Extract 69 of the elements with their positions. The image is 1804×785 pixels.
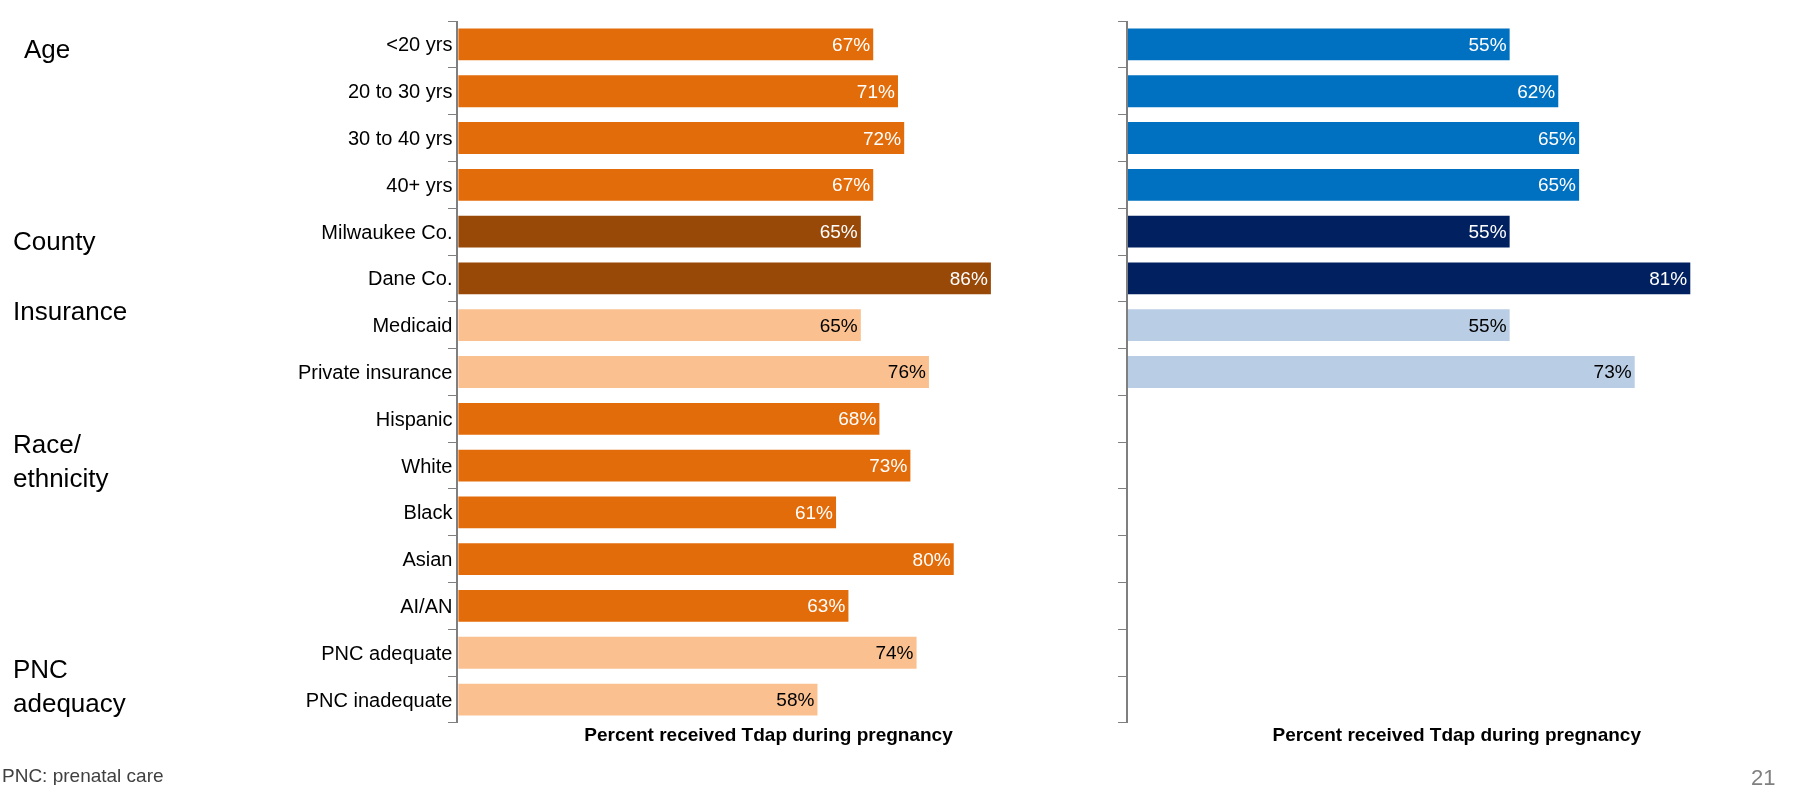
y-tick-label: Private insurance — [297, 360, 453, 383]
text: Race/ ethnicity — [13, 429, 109, 493]
y-tick-label: Milwaukee Co. — [321, 220, 453, 243]
y-tick-label: <20 yrs — [386, 33, 453, 56]
bar — [458, 28, 874, 61]
bar — [458, 122, 905, 154]
bar — [1127, 28, 1510, 61]
data-label: 80% — [912, 548, 951, 570]
bar — [458, 262, 991, 295]
data-label: 68% — [838, 408, 877, 430]
data-label: 55% — [1468, 33, 1507, 55]
bar — [458, 168, 874, 201]
data-label: 74% — [875, 642, 914, 664]
data-label: 81% — [1649, 267, 1688, 289]
y-tick-label: PNC inadequate — [305, 688, 453, 711]
data-label: 58% — [776, 689, 815, 711]
text: County — [13, 226, 96, 256]
data-label: 73% — [1593, 361, 1632, 383]
y-tick-label: 40+ yrs — [386, 173, 453, 196]
bar — [458, 543, 954, 576]
bar — [1127, 215, 1510, 248]
data-label: 76% — [887, 361, 926, 383]
y-tick-label: Hispanic — [375, 407, 453, 430]
y-tick-label: Dane Co. — [367, 267, 453, 290]
bar — [458, 215, 861, 248]
data-label: 55% — [1468, 221, 1507, 243]
bar — [458, 356, 929, 388]
y-tick-label: 20 to 30 yrs — [347, 80, 453, 103]
data-label: 67% — [832, 33, 871, 55]
y-tick-label: Black — [403, 501, 454, 524]
text: Insurance — [13, 296, 128, 326]
bar — [1127, 122, 1580, 154]
bar — [458, 75, 898, 108]
bar — [458, 636, 917, 669]
data-label: 62% — [1517, 80, 1556, 102]
text: 21 — [1751, 765, 1776, 785]
text: Age — [24, 34, 71, 64]
data-label: 72% — [863, 127, 902, 149]
bar — [1127, 168, 1580, 201]
y-tick-label: PNC adequate — [321, 641, 453, 664]
x-axis-title: Percent received Tdap during pregnancy — [1272, 723, 1642, 745]
data-label: 63% — [807, 595, 846, 617]
data-label: 61% — [794, 501, 834, 523]
data-label: 67% — [832, 174, 871, 196]
x-axis-title: Percent received Tdap during pregnancy — [584, 723, 954, 745]
y-tick-label: 30 to 40 yrs — [347, 127, 453, 150]
bar — [458, 683, 818, 716]
bar — [458, 590, 849, 622]
bar — [458, 309, 861, 342]
bar — [1127, 262, 1691, 295]
bar — [1127, 75, 1559, 108]
y-tick-label: Asian — [402, 548, 453, 571]
y-tick-label: Medicaid — [372, 314, 453, 337]
data-label: 65% — [819, 221, 858, 243]
data-label: 71% — [856, 80, 895, 102]
data-label: 55% — [1468, 314, 1507, 336]
bar — [1127, 309, 1510, 342]
data-label: 86% — [949, 267, 988, 289]
bar — [1127, 356, 1635, 388]
bar — [458, 496, 837, 529]
bar — [458, 449, 911, 482]
data-label: 65% — [819, 314, 858, 336]
data-label: 73% — [869, 455, 908, 477]
data-label: 65% — [1537, 174, 1577, 196]
data-label: 65% — [1537, 127, 1577, 149]
text: PNC adequacy — [13, 654, 126, 718]
y-tick-label: White — [401, 454, 453, 477]
bar — [458, 402, 880, 435]
y-tick-label: AI/AN — [400, 594, 453, 617]
